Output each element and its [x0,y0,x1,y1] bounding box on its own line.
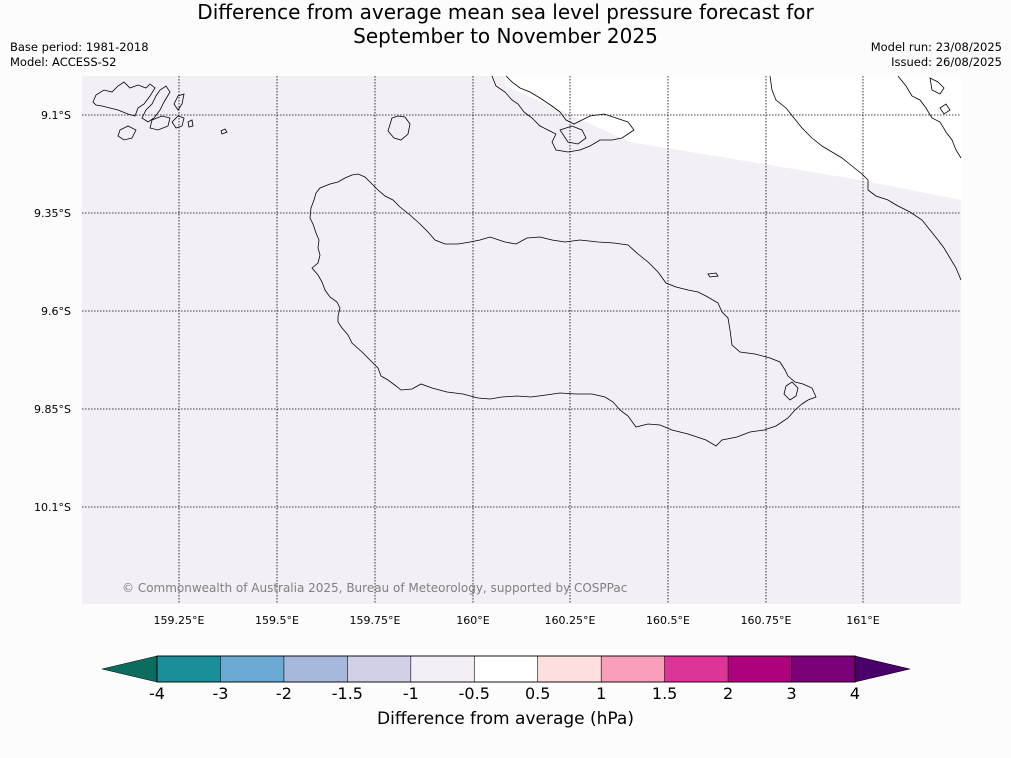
lat-tick-label: 10.1°S [34,501,71,514]
colorbar-segment [664,655,729,683]
title-line-1: Difference from average mean sea level p… [197,0,814,24]
lon-tick-label: 160.5°E [646,614,690,627]
map-panel [82,76,961,604]
florida-islands-coastline [491,75,635,153]
russell-islands-coastline [149,115,171,131]
colorbar-tick-label: -2 [275,684,292,703]
base-period-info: Base period: 1981-2018 Model: ACCESS-S2 [10,40,149,70]
florida-islands-coastline [559,125,587,145]
issued-text: Issued: 26/08/2025 [891,55,1002,69]
graticule [82,76,961,604]
colorbar-tick-label: 1.5 [651,684,678,703]
model-text: Model: ACCESS-S2 [10,55,117,69]
lat-tick-label: 9.85°S [34,403,71,416]
colorbar-tick-label: -4 [149,684,165,703]
colorbar-tick-label: 1 [596,684,607,703]
colorbar-tick-label: 0.5 [524,684,551,703]
colorbar-segment [727,655,793,683]
colorbar-over-arrow [854,655,911,683]
lon-tick-label: 160.25°E [545,614,596,627]
lon-tick-label: 160.75°E [741,614,792,627]
colorbar-segment [537,655,602,683]
base-period-text: Base period: 1981-2018 [10,40,149,54]
savo-island-coastline [387,115,411,141]
russell-islands-coastline [92,81,156,117]
copyright-notice: © Commonwealth of Australia 2025, Bureau… [122,581,627,595]
malaita-coastline [929,77,945,95]
colorbar-segment [156,655,222,683]
neutral-anomaly-region [505,76,961,200]
islet-coastline [707,272,719,278]
colorbar-tick-label: 2 [722,684,734,703]
colorbar-label: Difference from average (hPa) [377,709,634,729]
lon-tick-labels: 159.25°E 159.5°E 159.75°E 160°E 160.25°E… [154,614,880,627]
title-line-2: September to November 2025 [353,24,658,48]
colorbar-segment [600,655,666,683]
russell-islands-coastline [171,115,185,129]
colorbar-segment [410,655,476,683]
colorbar-tick-label: -3 [212,684,229,703]
colorbar-tick-label: 4 [849,684,861,703]
model-run-info: Model run: 23/08/2025 Issued: 26/08/2025 [871,40,1002,70]
islet-coastline [220,128,228,135]
colorbar-outline [156,655,856,683]
colorbar-tick-label: -1.5 [331,684,363,703]
coastlines [92,75,962,447]
colorbar-under-arrow [101,655,158,683]
colorbar-segment [347,655,412,683]
map-title: Difference from average mean sea level p… [0,0,1011,48]
lat-tick-label: 9.35°S [34,207,71,220]
lon-tick-label: 161°E [846,614,879,627]
lat-tick-label: 9.1°S [41,109,71,122]
colorbar-tick-label: -0.5 [458,684,490,703]
makira-coastline [783,381,799,401]
malaita-coastline [897,75,962,159]
guadalcanal-coastline [309,173,817,447]
lon-tick-label: 159.25°E [154,614,205,627]
russell-islands-coastline [173,93,185,111]
colorbar-segment [473,655,539,683]
model-run-text: Model run: 23/08/2025 [870,40,1002,54]
russell-islands-coastline [187,119,194,128]
lat-tick-labels: 9.1°S 9.35°S 9.6°S 9.85°S 10.1°S [34,109,71,514]
malaita-coastline [769,75,962,281]
lon-tick-label: 159.75°E [350,614,401,627]
colorbar-segment [283,655,349,683]
colorbar [101,655,911,683]
colorbar-tick-label: 3 [786,684,797,703]
colorbar-segment [791,655,856,683]
colorbar-tick-label: -1 [402,684,419,703]
lon-tick-label: 160°E [456,614,489,627]
russell-islands-coastline [141,85,171,123]
malaita-coastline [939,103,951,115]
lon-tick-label: 159.5°E [255,614,299,627]
russell-islands-coastline [117,125,137,141]
lat-tick-label: 9.6°S [41,305,71,318]
colorbar-segment [220,655,285,683]
